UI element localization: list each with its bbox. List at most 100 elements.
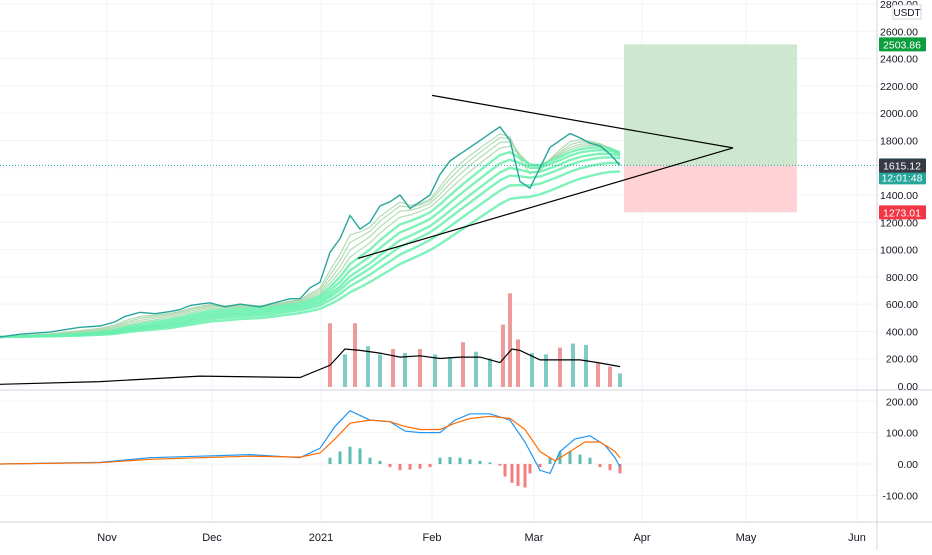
- volume-bar: [403, 353, 407, 387]
- x-tick-label: Nov: [97, 532, 117, 544]
- ema-line: [0, 170, 621, 339]
- macd-y-tick-label: -100.00: [882, 490, 918, 502]
- volume-bar: [488, 358, 492, 387]
- macd-hist-bar: [498, 464, 502, 466]
- macd-hist-bar: [523, 464, 527, 488]
- macd-hist-bar: [368, 457, 372, 464]
- macd-hist-bar: [388, 464, 392, 468]
- volume-bar: [418, 349, 422, 387]
- volume-ma: [0, 348, 621, 385]
- price-badge: [879, 158, 926, 173]
- volume-bar: [596, 362, 600, 387]
- volume-bar: [618, 373, 622, 387]
- position-target-zone: [624, 44, 797, 166]
- currency-badge: [892, 4, 922, 20]
- macd-pane: [0, 409, 622, 488]
- volume-bar: [391, 349, 395, 387]
- ema-line: [0, 152, 621, 339]
- x-tick-label: Jun: [848, 532, 866, 544]
- price-badge: [879, 205, 926, 220]
- y-tick-label: 1200.00: [880, 217, 918, 229]
- macd-hist-bar: [348, 446, 352, 464]
- ema-line: [0, 148, 621, 339]
- volume-bar: [508, 293, 512, 387]
- macd-hist-bar: [448, 457, 452, 464]
- y-tick-label: 2000.00: [880, 108, 918, 120]
- macd-hist-bar: [458, 457, 462, 464]
- x-tick-label: Apr: [633, 532, 650, 544]
- volume-bar: [571, 343, 575, 387]
- triangle-lower: [357, 147, 734, 259]
- price-line: [0, 125, 877, 338]
- y-tick-label: 1000.00: [880, 245, 918, 257]
- macd-hist-bar: [438, 457, 442, 464]
- macd-hist-bar: [538, 464, 542, 468]
- volume-bar: [353, 323, 357, 387]
- macd-hist-bar: [378, 460, 382, 464]
- triangle-upper: [431, 94, 734, 149]
- macd-hist-bar: [478, 460, 482, 464]
- macd-y-tick-label: 100.00: [886, 428, 918, 440]
- macd-hist-bar: [488, 462, 492, 464]
- ema-line: [0, 161, 621, 339]
- price-badge-label: 1615.12: [883, 161, 921, 173]
- currency-label: USDT: [893, 8, 920, 19]
- volume-bar: [448, 357, 452, 387]
- y-tick-label: 2600.00: [880, 26, 918, 38]
- macd-hist-bar: [358, 448, 362, 464]
- macd-hist-bar: [568, 451, 572, 464]
- macd-hist-bar: [328, 457, 332, 464]
- y-tick-label: 800.00: [886, 272, 918, 284]
- long-position: [624, 44, 797, 213]
- macd-hist-bar: [516, 464, 520, 486]
- volume-bar: [530, 353, 534, 387]
- volume-bar: [366, 346, 370, 387]
- macd-hist-bar: [578, 454, 582, 464]
- macd-hist-bar: [510, 464, 514, 483]
- macd-hist-bar: [468, 459, 472, 464]
- price-badge-countdown: 12:01:48: [882, 172, 923, 184]
- macd-hist-bar: [618, 464, 622, 474]
- y-tick-label: 400.00: [886, 326, 918, 338]
- volume-bar: [433, 354, 437, 387]
- volume-pane: [0, 293, 622, 387]
- price-badge-label: 2503.86: [883, 39, 921, 51]
- macd-hist-bar: [548, 457, 552, 464]
- volume-bar: [378, 354, 382, 387]
- macd-hist-bar: [428, 464, 432, 468]
- signal-line: [0, 415, 621, 465]
- y-tick-label: 2200.00: [880, 81, 918, 93]
- volume-bar: [558, 347, 562, 387]
- macd-hist-bar: [503, 464, 507, 477]
- x-tick-label: Mar: [525, 532, 544, 544]
- macd-line: [0, 409, 621, 475]
- price-badge: [879, 37, 926, 52]
- volume-bar: [544, 354, 548, 387]
- macd-y-tick-label: 0.00: [898, 459, 919, 471]
- volume-bar: [328, 323, 332, 387]
- volume-bar: [474, 351, 478, 387]
- x-tick-label: 2021: [309, 532, 333, 544]
- macd-y-tick-label: 200.00: [886, 396, 918, 408]
- macd-hist-bar: [588, 457, 592, 464]
- y-tick-label: 2400.00: [880, 54, 918, 66]
- x-tick-label: Feb: [423, 532, 442, 544]
- macd-hist-bar: [418, 464, 422, 469]
- y-tick-label: 200.00: [886, 354, 918, 366]
- ema-line: [0, 146, 621, 339]
- position-stop-zone: [624, 165, 797, 213]
- macd-hist-bar: [338, 451, 342, 464]
- volume-bar: [461, 342, 465, 387]
- x-tick-label: Dec: [202, 532, 222, 544]
- macd-hist-bar: [598, 464, 602, 468]
- y-tick-label: 600.00: [886, 299, 918, 311]
- y-tick-label: 0.00: [898, 381, 919, 393]
- macd-hist-bar: [398, 464, 402, 471]
- volume-bar: [608, 366, 612, 387]
- x-tick-label: May: [736, 532, 757, 544]
- ema-line: [0, 156, 621, 339]
- price-series: [0, 125, 621, 338]
